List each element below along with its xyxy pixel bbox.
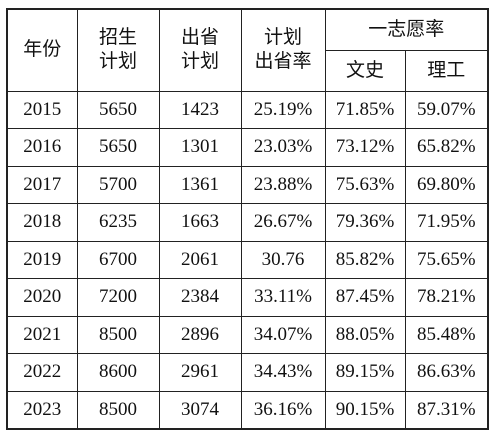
header-cell: 一志愿率 (324, 8, 489, 51)
table-cell: 3074 (158, 390, 242, 430)
table-header: 年份 招生 计划 出省 计划 计划 出省率 一志愿率 文史 理工 (6, 8, 489, 92)
table-cell: 8500 (76, 315, 160, 354)
table-cell: 73.12% (324, 128, 406, 167)
table-cell: 36.16% (240, 390, 326, 430)
header-cell: 年份 (6, 8, 78, 92)
table-cell: 85.82% (324, 240, 406, 279)
table-cell: 2018 (6, 203, 78, 242)
table-cell: 2384 (158, 278, 242, 317)
table-cell: 5650 (76, 90, 160, 129)
table-row: 2020 7200 2384 33.11% 87.45% 78.21% (6, 278, 489, 317)
header-cell: 出省 计划 (158, 8, 242, 92)
table-cell: 2022 (6, 353, 78, 392)
table-cell: 2015 (6, 90, 78, 129)
table-cell: 87.31% (404, 390, 489, 430)
table-cell: 1301 (158, 128, 242, 167)
table-cell: 79.36% (324, 203, 406, 242)
table-cell: 2016 (6, 128, 78, 167)
table-cell: 2020 (6, 278, 78, 317)
header-row: 年份 招生 计划 出省 计划 计划 出省率 一志愿率 (6, 8, 489, 92)
table-row: 2022 8600 2961 34.43% 89.15% 86.63% (6, 353, 489, 392)
header-line: 出省率 (254, 51, 312, 73)
table-row: 2023 8500 3074 36.16% 90.15% 87.31% (6, 390, 489, 430)
table-cell: 71.85% (324, 90, 406, 129)
table-cell: 71.95% (404, 203, 489, 242)
table-cell: 75.65% (404, 240, 489, 279)
table-cell: 89.15% (324, 353, 406, 392)
table-cell: 59.07% (404, 90, 489, 129)
table-cell: 2896 (158, 315, 242, 354)
table-cell: 26.67% (240, 203, 326, 242)
header-cell: 招生 计划 (76, 8, 160, 92)
table-cell: 25.19% (240, 90, 326, 129)
table-cell: 1663 (158, 203, 242, 242)
header-line: 计划 (98, 51, 137, 73)
header-line: 出省 (180, 27, 219, 49)
table-cell: 86.63% (404, 353, 489, 392)
table-cell: 7200 (76, 278, 160, 317)
table-cell: 65.82% (404, 128, 489, 167)
table-cell: 5650 (76, 128, 160, 167)
table-cell: 34.43% (240, 353, 326, 392)
table-cell: 75.63% (324, 165, 406, 204)
table-cell: 8600 (76, 353, 160, 392)
table-row: 2021 8500 2896 34.07% 88.05% 85.48% (6, 315, 489, 354)
header-line: 计划 (263, 27, 302, 49)
table-cell: 30.76 (240, 240, 326, 279)
table-cell: 23.88% (240, 165, 326, 204)
table-cell: 33.11% (240, 278, 326, 317)
header-cell: 计划 出省率 (240, 8, 326, 92)
table-cell: 2021 (6, 315, 78, 354)
table-cell: 78.21% (404, 278, 489, 317)
table-row: 2016 5650 1301 23.03% 73.12% 65.82% (6, 128, 489, 167)
table-cell: 23.03% (240, 128, 326, 167)
table-cell: 1423 (158, 90, 242, 129)
table-cell: 8500 (76, 390, 160, 430)
table-row: 2015 5650 1423 25.19% 71.85% 59.07% (6, 90, 489, 129)
table-row: 2017 5700 1361 23.88% 75.63% 69.80% (6, 165, 489, 204)
header-line: 招生 (98, 27, 137, 49)
table-cell: 2061 (158, 240, 242, 279)
table-cell: 2961 (158, 353, 242, 392)
table-body: 2015 5650 1423 25.19% 71.85% 59.07% 2016 5650 13… (6, 90, 489, 430)
table-cell: 2023 (6, 390, 78, 430)
table-row: 2019 6700 2061 30.76 85.82% 75.65% (6, 240, 489, 279)
table-cell: 85.48% (404, 315, 489, 354)
header-line: 计划 (180, 51, 219, 73)
table-cell: 87.45% (324, 278, 406, 317)
table-cell: 34.07% (240, 315, 326, 354)
table-cell: 69.80% (404, 165, 489, 204)
table-cell: 6235 (76, 203, 160, 242)
data-table: 年份 招生 计划 出省 计划 计划 出省率 一志愿率 文史 理工 2015 5650 14… (6, 8, 489, 430)
table-row: 2018 6235 1663 26.67% 79.36% 71.95% (6, 203, 489, 242)
header-cell: 理工 (404, 49, 489, 92)
table-cell: 5700 (76, 165, 160, 204)
table-cell: 6700 (76, 240, 160, 279)
header-cell: 文史 (324, 49, 406, 92)
header-row: 文史 理工 (7, 49, 489, 92)
table-cell: 2019 (6, 240, 78, 279)
table-cell: 88.05% (324, 315, 406, 354)
table-cell: 90.15% (324, 390, 406, 430)
table-cell: 2017 (6, 165, 78, 204)
table-cell: 1361 (158, 165, 242, 204)
